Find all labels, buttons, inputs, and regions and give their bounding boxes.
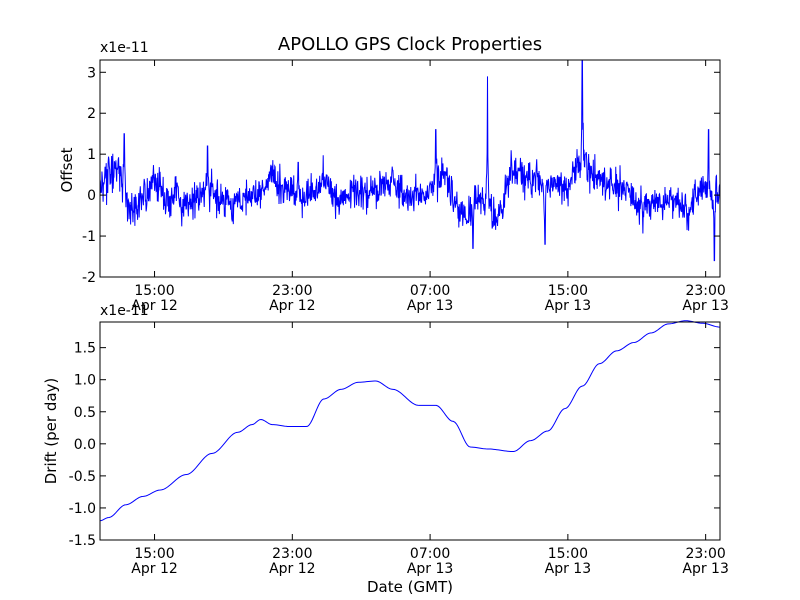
drift-plot-frame [99,321,721,541]
drift-xtick-label-date: Apr 13 [407,561,453,577]
drift-xtick-label-date: Apr 13 [545,561,591,577]
drift-x-axis-label: Date (GMT) [367,578,453,596]
offset-xtick-label-date: Apr 12 [269,298,315,314]
drift-ytick-label: 0.0 [74,437,96,453]
offset-xtick-label-date: Apr 13 [407,298,453,314]
drift-xtick-label-date: Apr 12 [131,561,177,577]
offset-xtick-label-date: Apr 12 [131,298,177,314]
drift-xtick-label-time: 23:00 [272,546,312,562]
drift-ytick-label: 1.0 [74,373,96,389]
drift-chart: x1e-11 Drift (per day) -1.5 -1.0 -0.5 0.0 0.… [42,303,729,596]
offset-xtick-label-time: 15:00 [548,283,588,299]
offset-ytick-label: 1 [87,147,96,163]
drift-xtick-label-time: 15:00 [548,546,588,562]
offset-plot-frame [99,59,721,278]
drift-xtick-label-time: 07:00 [410,546,450,562]
drift-xtick-label-date: Apr 12 [269,561,315,577]
offset-scale-label: x1e-11 [100,40,149,56]
offset-xtick-label-time: 15:00 [134,283,174,299]
drift-ytick-label: -0.5 [69,469,96,485]
drift-ytick-label: 1.5 [74,341,96,357]
offset-y-axis-label: Offset [58,147,76,192]
offset-xtick-label-date: Apr 13 [545,298,591,314]
drift-xtick-label-date: Apr 13 [682,561,728,577]
offset-xtick-label-time: 23:00 [272,283,312,299]
offset-ytick-label: -2 [82,270,96,286]
drift-series-line [99,320,721,522]
drift-xtick-label-time: 15:00 [134,546,174,562]
drift-ytick-label: -1.0 [69,501,96,517]
offset-ytick-label: 2 [87,106,96,122]
drift-ytick-label: -1.5 [69,533,96,549]
offset-xtick-label-time: 23:00 [685,283,725,299]
chart-title: APOLLO GPS Clock Properties [278,34,542,55]
offset-chart: APOLLO GPS Clock Properties x1e-11 Offse… [58,34,729,314]
drift-scale-label: x1e-11 [100,303,149,319]
drift-xtick-label-time: 23:00 [685,546,725,562]
offset-xtick-label-date: Apr 13 [682,298,728,314]
drift-y-axis-label: Drift (per day) [42,378,60,485]
offset-series-line [99,59,721,262]
offset-ytick-label: -1 [82,229,96,245]
offset-ytick-label: 0 [87,188,96,204]
offset-xtick-label-time: 07:00 [410,283,450,299]
drift-ytick-label: 0.5 [74,405,96,421]
offset-ytick-label: 3 [87,65,96,81]
